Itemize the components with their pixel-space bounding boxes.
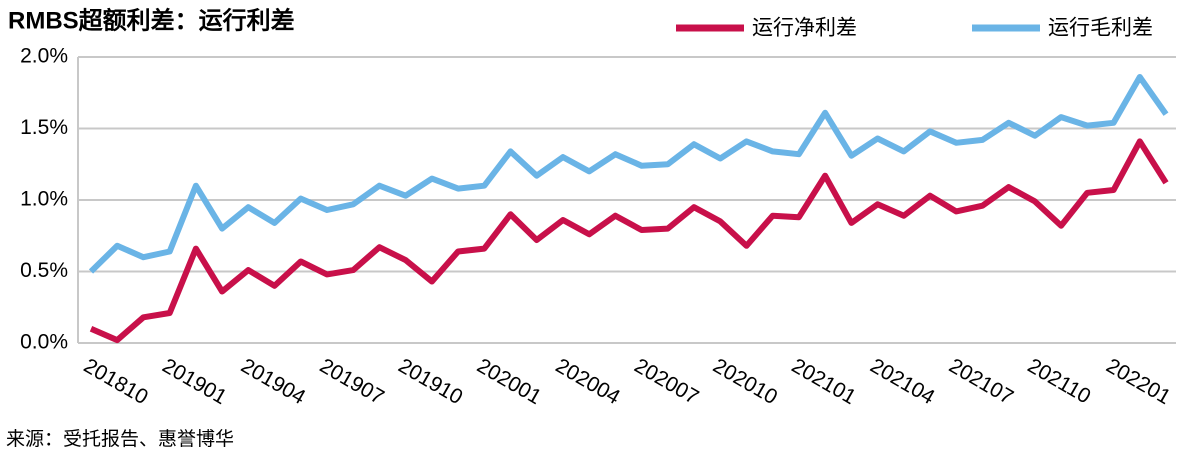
x-tick-label: 202007 (630, 354, 702, 409)
source: 来源：受托报告、惠誉博华 (6, 428, 234, 450)
x-tick-label: 202010 (709, 354, 781, 409)
chart-title: RMBS超额利差：运行利差 (8, 6, 295, 34)
line-series (88, 74, 1169, 274)
y-tick-label: 0.0% (20, 331, 68, 354)
y-tick-label: 1.5% (20, 116, 68, 139)
x-tick-label: 202110 (1024, 354, 1095, 408)
x-tick-label: 202107 (945, 354, 1017, 409)
legend-label: 运行毛利差 (1048, 17, 1153, 40)
y-tick-label: 1.0% (20, 188, 68, 211)
x-tick-label: 201907 (316, 354, 388, 409)
legend-label: 运行净利差 (752, 17, 857, 40)
y-tick-label: 2.0% (20, 45, 68, 68)
x-tick-label: 201910 (394, 354, 466, 409)
x-tick-label: 202001 (473, 354, 545, 409)
x-tick-label: 202101 (788, 354, 860, 409)
y-tick-label: 0.5% (20, 259, 68, 282)
x-tick-label: 202004 (552, 354, 624, 409)
x-tick-label: 202201 (1102, 354, 1174, 409)
x-tick-label: 201901 (158, 354, 230, 409)
line-series (89, 138, 1169, 344)
x-tick-label: 201810 (80, 354, 152, 409)
x-tick-label: 202104 (866, 354, 938, 409)
x-tick-label: 201904 (237, 354, 309, 409)
